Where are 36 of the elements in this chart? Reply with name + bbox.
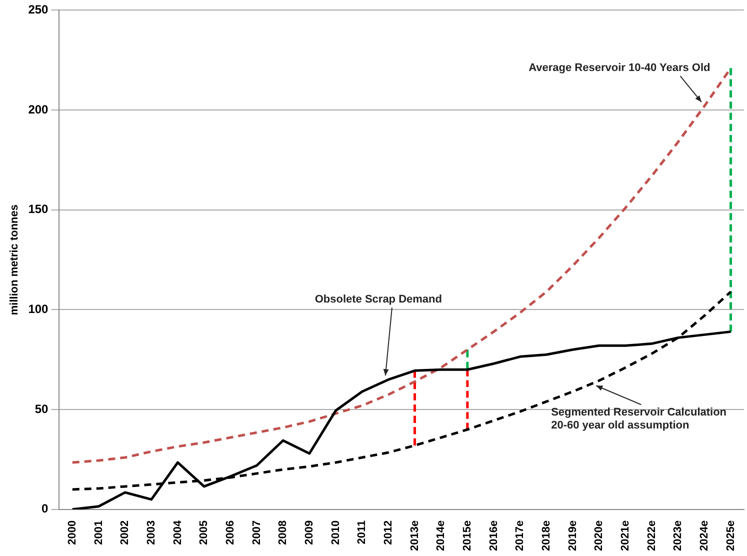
x-tick-label: 2021e (619, 520, 632, 552)
x-tick-label: 2018e (540, 520, 552, 552)
y-tick-label: 0 (42, 502, 49, 516)
x-tick-label: 2017e (514, 520, 526, 552)
x-tick-label: 2019e (566, 520, 579, 552)
x-tick-label: 2004 (172, 520, 184, 545)
x-tick-label: 2009 (303, 520, 316, 545)
x-tick-label: 2016e (488, 520, 500, 552)
y-tick-label: 50 (34, 402, 49, 416)
x-tick-label: 2011 (356, 520, 368, 544)
series-label: Segmented Reservoir Calculation 20-60 year old assumption (551, 406, 727, 432)
x-tick-label: 2014e (435, 520, 448, 552)
x-tick-label: 2023e (672, 520, 684, 552)
text: Obsolete Scrap Demand (314, 294, 442, 306)
x-tick-label: 2012 (382, 520, 394, 545)
x-tick-label: 2010 (330, 520, 342, 545)
x-tick-label: 2007 (250, 520, 263, 545)
x-tick-label: 2022e (646, 520, 658, 552)
x-tick-label: 2008 (277, 520, 290, 545)
x-tick-label: 2003 (145, 520, 158, 545)
x-tick-label: 2000 (66, 520, 78, 545)
x-tick-label: 2006 (224, 520, 236, 545)
series-label: Average Reservoir 10-40 Years Old (528, 62, 710, 74)
x-tick-label: 2013e (408, 520, 421, 552)
x-tick-label: 2005 (198, 520, 210, 545)
x-tick-label: 2025e (724, 520, 737, 552)
x-tick-label: 2024e (698, 520, 710, 552)
y-tick-label: 100 (28, 302, 49, 316)
x-tick-label: 2002 (119, 520, 132, 545)
y-tick-label: 200 (28, 102, 49, 116)
y-tick-label: 250 (28, 2, 49, 17)
x-tick-label: 2001 (92, 520, 105, 545)
y-axis-title: million metric tonnes (8, 204, 21, 316)
x-tick-label: 2015e (461, 520, 474, 552)
x-tick-label: 2020e (593, 520, 606, 552)
y-tick-label: 150 (28, 202, 49, 216)
